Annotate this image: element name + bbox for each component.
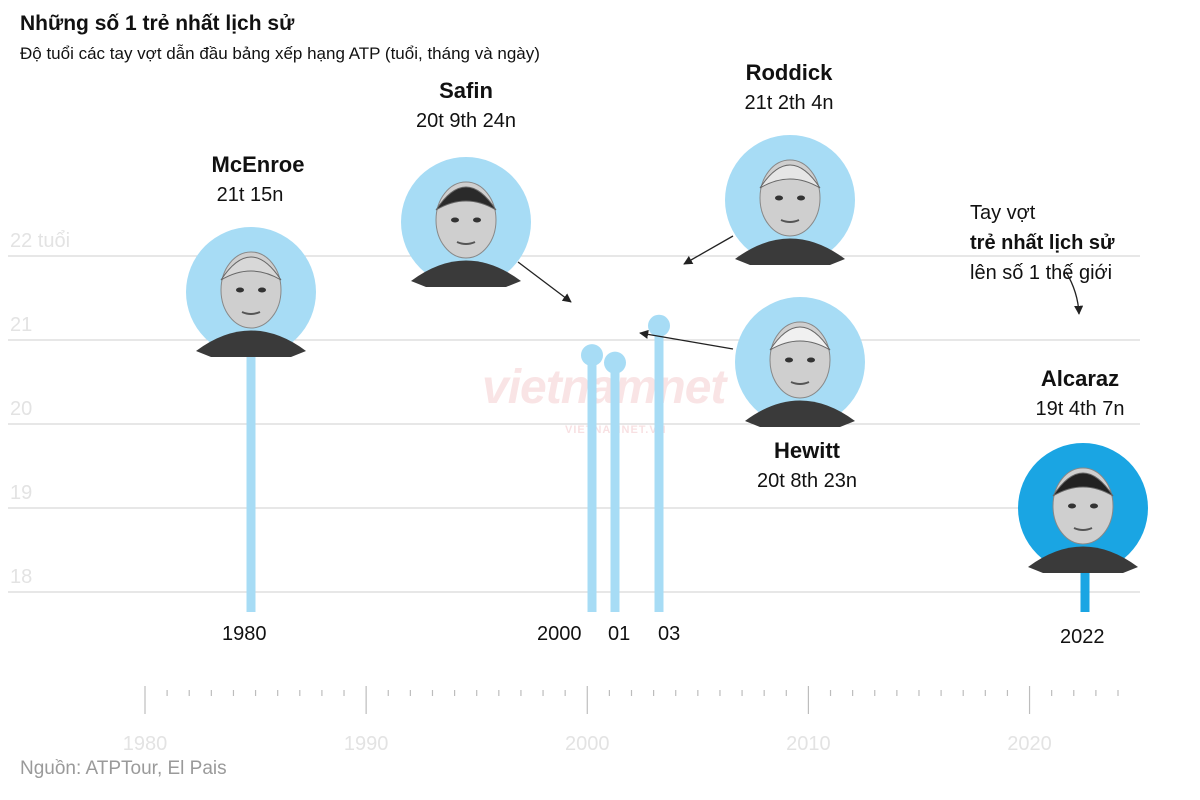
year-label-safin: 2000 — [537, 623, 582, 645]
photo-shoulders — [1028, 546, 1138, 573]
hewitt-photo-icon — [735, 297, 865, 427]
annotation-line-2: trẻ nhất lịch sử — [970, 232, 1115, 254]
photo-shoulders — [411, 260, 521, 287]
timeline-label: 2010 — [786, 733, 831, 755]
stem-dot-safin — [581, 344, 603, 367]
player-age: 20t 8th 23n — [756, 470, 858, 492]
player-age: 21t 15n — [216, 184, 284, 206]
arrow-hewitt — [639, 329, 734, 350]
year-label-mcenroe: 1980 — [222, 623, 267, 645]
photo-shoulders — [735, 238, 845, 265]
player-age: 20t 9th 24n — [415, 110, 517, 132]
photo-eye — [258, 287, 266, 293]
photo-mouth — [1073, 527, 1093, 531]
y-tick-label: 18 — [10, 566, 32, 588]
year-label-roddick: 03 — [658, 623, 681, 645]
timeline-label: 1990 — [344, 733, 389, 755]
photo-mouth — [780, 219, 800, 223]
timeline-label: 1980 — [123, 733, 168, 755]
photo-mouth — [456, 241, 476, 245]
stem-dot-hewitt — [604, 351, 626, 374]
player-name: Safin — [439, 78, 493, 103]
photo-hair — [769, 326, 831, 351]
mcenroe-photo-icon — [186, 227, 316, 357]
photo-eye — [807, 357, 815, 363]
roddick-photo-icon — [725, 135, 855, 265]
player-name: Roddick — [745, 60, 833, 85]
watermark-logo: vietnamnet — [482, 361, 726, 414]
year-label-alcaraz: 2022 — [1060, 626, 1105, 648]
timeline-label: 2000 — [565, 733, 610, 755]
photo-hair — [435, 186, 497, 211]
photo-shoulders — [745, 400, 855, 427]
photo-eye — [775, 195, 783, 201]
photo-eye — [236, 287, 244, 293]
photo-mouth — [790, 381, 810, 385]
photo-shoulders — [196, 330, 306, 357]
source-note: Nguồn: ATPTour, El Pais — [20, 758, 227, 779]
player-label-hewitt: Hewitt 20t 8th 23n — [697, 438, 917, 493]
player-name: Hewitt — [774, 438, 840, 463]
photo-eye — [797, 195, 805, 201]
y-tick-label: 19 — [10, 482, 32, 504]
player-age: 19t 4th 7n — [1035, 398, 1125, 420]
timeline-label: 2020 — [1007, 733, 1052, 755]
photo-eye — [1068, 503, 1076, 509]
photo-hair — [220, 256, 282, 281]
player-label-roddick: Roddick 21t 2th 4n — [679, 60, 899, 115]
annotation-youngest: Tay vợt trẻ nhất lịch sử lên số 1 thế gi… — [970, 198, 1115, 288]
alcaraz-photo-icon — [1018, 443, 1148, 573]
arrow-alcaraz — [1065, 271, 1084, 315]
photo-hair — [1052, 472, 1114, 497]
player-name: Alcaraz — [1040, 366, 1120, 391]
player-label-alcaraz: Alcaraz 19t 4th 7n — [970, 366, 1190, 421]
player-label-safin: Safin 20t 9th 24n — [356, 78, 576, 133]
y-tick-label: 20 — [10, 398, 32, 420]
photo-eye — [473, 217, 481, 223]
chart-title: Những số 1 trẻ nhất lịch sử — [20, 12, 295, 35]
player-label-mcenroe: McEnroe 21t 15n — [148, 152, 368, 207]
safin-photo-icon — [401, 157, 531, 287]
arrow-safin — [517, 261, 572, 303]
photo-eye — [451, 217, 459, 223]
photo-mouth — [241, 311, 261, 315]
year-label-hewitt: 01 — [608, 623, 631, 645]
annotation-line-1: Tay vợt — [970, 202, 1036, 224]
stem-dot-roddick — [648, 314, 670, 337]
annotation-line-3: lên số 1 thế giới — [970, 262, 1113, 284]
photo-hair — [759, 164, 821, 189]
arrow-roddick — [683, 235, 734, 265]
y-tick-label: 22 tuổi — [10, 230, 70, 252]
y-tick-label: 21 — [10, 314, 32, 336]
player-name: McEnroe — [211, 152, 305, 177]
photo-eye — [785, 357, 793, 363]
photo-eye — [1090, 503, 1098, 509]
player-age: 21t 2th 4n — [744, 92, 834, 114]
chart-subtitle: Độ tuổi các tay vợt dẫn đầu bảng xếp hạn… — [20, 44, 540, 63]
